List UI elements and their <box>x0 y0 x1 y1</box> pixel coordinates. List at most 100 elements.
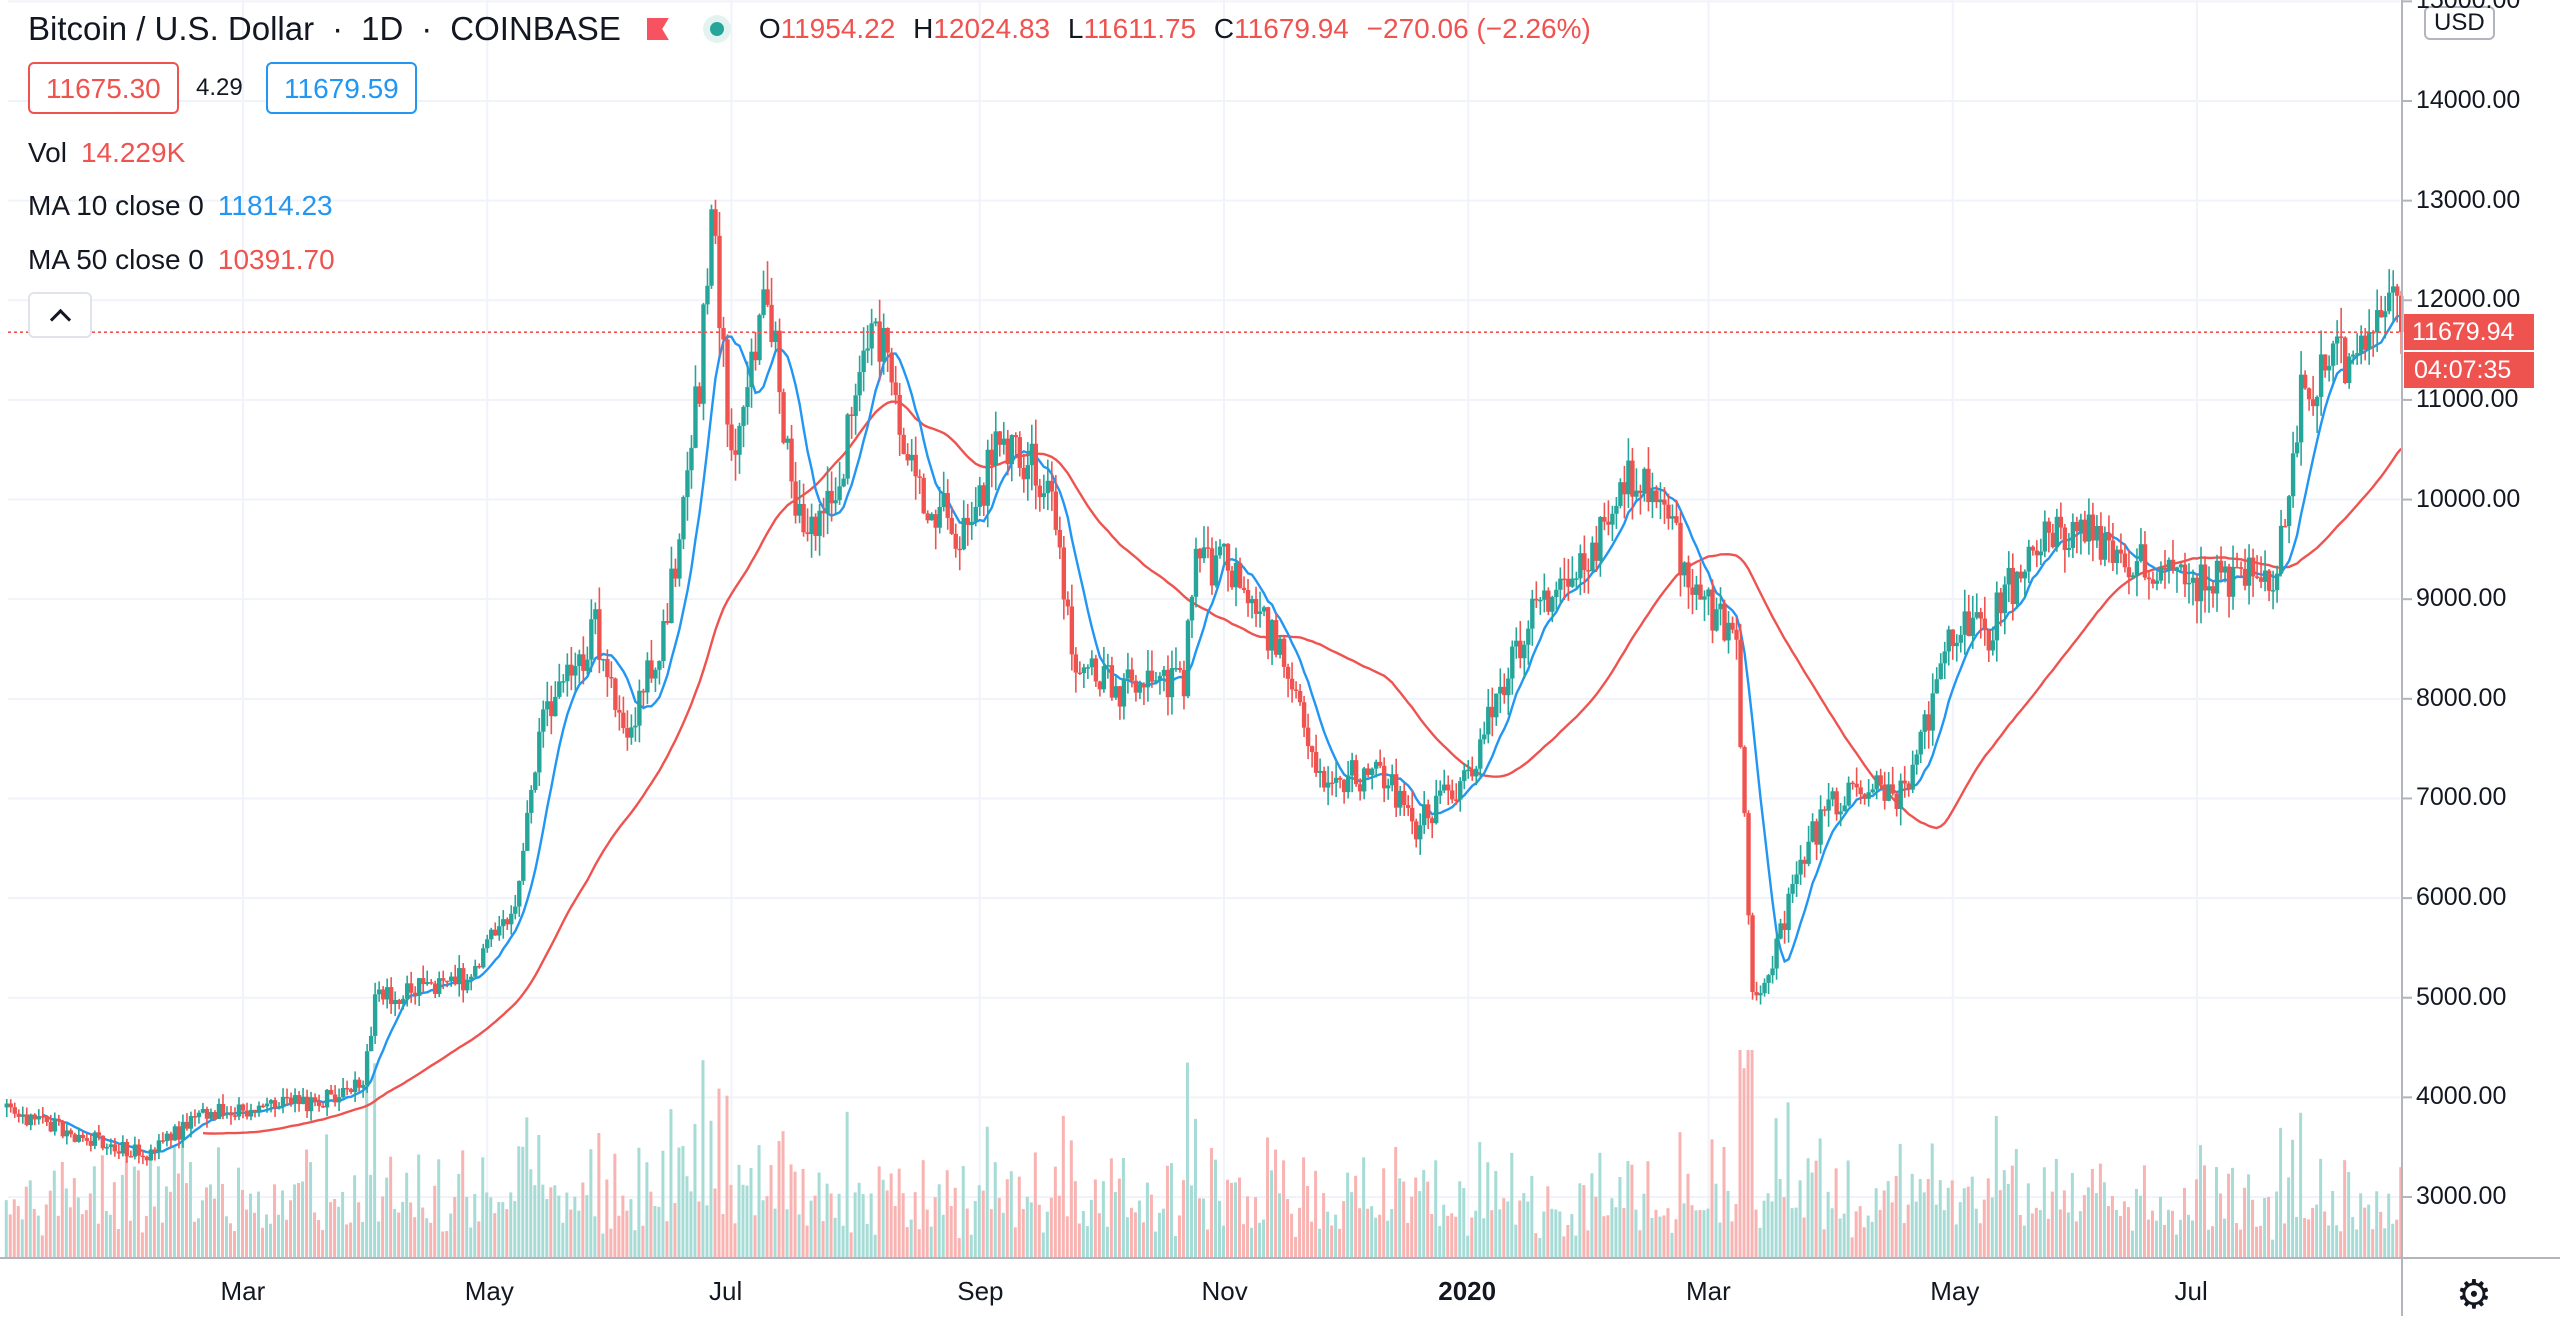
candle-body <box>901 434 906 455</box>
volume-bar <box>433 1185 437 1258</box>
candle-body <box>2134 561 2140 576</box>
candle-body <box>1722 603 1727 641</box>
candle-body <box>2182 564 2188 585</box>
candle-body <box>396 1000 402 1004</box>
candle-body <box>853 395 858 416</box>
candle-body <box>168 1133 174 1141</box>
interval-label[interactable]: 1D <box>361 10 404 47</box>
gear-icon[interactable]: ⚙ <box>2456 1273 2492 1317</box>
candle-body <box>1137 684 1143 693</box>
volume-bar <box>1410 1196 1414 1258</box>
candle-body <box>364 1051 370 1086</box>
candle-body <box>240 1104 246 1111</box>
volume-bar <box>1246 1196 1250 1258</box>
candle-body <box>1133 680 1139 693</box>
candle-body <box>741 406 746 426</box>
volume-bar <box>245 1209 249 1258</box>
candle-body <box>701 304 706 404</box>
candle-body <box>2074 521 2080 532</box>
candle-body <box>1798 859 1803 875</box>
volume-bar <box>2303 1218 2307 1258</box>
volume-bar <box>124 1147 128 1258</box>
symbol-title[interactable]: Bitcoin / U.S. Dollar <box>28 10 315 47</box>
candle-body <box>1682 562 1687 576</box>
volume-bar <box>1946 1187 1950 1258</box>
volume-bar <box>1354 1175 1358 1258</box>
candle-body <box>260 1105 266 1108</box>
volume-bar <box>1394 1147 1398 1258</box>
volume-bar <box>112 1182 116 1258</box>
candle-body <box>697 386 702 404</box>
candle-body <box>1446 784 1451 791</box>
candle-body <box>1177 667 1183 671</box>
volume-bar <box>144 1215 148 1258</box>
candle-body <box>1153 680 1159 682</box>
volume-bar <box>100 1155 104 1258</box>
volume-bar <box>1750 1050 1754 1258</box>
volume-bar <box>1666 1208 1670 1258</box>
volume-bar <box>1650 1217 1654 1258</box>
candle-body <box>1121 678 1127 707</box>
volume-bar <box>917 1229 921 1258</box>
candle-body <box>937 507 942 528</box>
candle-body <box>1105 665 1111 667</box>
candle-body <box>477 965 482 968</box>
candle-body <box>2270 590 2276 592</box>
volume-bar <box>2066 1212 2070 1258</box>
candle-body <box>1454 799 1459 801</box>
bid-price-button[interactable]: 11675.30 <box>28 62 179 114</box>
volume-bar <box>317 1220 321 1258</box>
volume-bar <box>2122 1201 2126 1258</box>
volume-bar <box>481 1157 485 1258</box>
volume-bar <box>212 1198 216 1258</box>
currency-button[interactable]: USD <box>2424 6 2495 40</box>
volume-bar <box>1746 1050 1750 1258</box>
candle-body <box>1205 547 1211 549</box>
candle-body <box>1734 629 1739 640</box>
collapse-legend-button[interactable] <box>28 292 92 338</box>
volume-legend[interactable]: Vol 14.229K <box>28 137 185 169</box>
candle-body <box>1309 746 1315 752</box>
candle-body <box>2395 286 2400 296</box>
candle-body <box>1478 739 1483 769</box>
volume-bar <box>709 1120 713 1258</box>
volume-bar <box>1786 1102 1790 1258</box>
candle-body <box>793 481 798 516</box>
volume-bar <box>208 1184 212 1258</box>
volume-bar <box>477 1221 481 1258</box>
volume-bar <box>1201 1198 1205 1258</box>
volume-bar <box>509 1192 513 1258</box>
candle-body <box>605 659 610 678</box>
candle-body <box>617 709 622 713</box>
volume-bar <box>2339 1231 2343 1258</box>
candle-body <box>2162 567 2168 570</box>
ma50-legend[interactable]: MA 50 close 0 10391.70 <box>28 244 335 276</box>
volume-bar <box>2259 1225 2263 1258</box>
volume-bar <box>1113 1192 1117 1258</box>
volume-bar <box>637 1147 641 1258</box>
ask-price-button[interactable]: 11679.59 <box>266 62 417 114</box>
volume-bar <box>1061 1115 1065 1258</box>
candle-body <box>941 493 946 508</box>
flag-icon[interactable] <box>646 18 669 40</box>
candle-body <box>1618 482 1623 506</box>
candle-body <box>56 1118 62 1122</box>
volume-bar <box>749 1167 753 1258</box>
x-tick-label: 2020 <box>1438 1276 1497 1306</box>
y-tick-label: 8000.00 <box>2416 683 2507 712</box>
volume-bar <box>301 1181 305 1258</box>
volume-bar <box>1242 1224 1246 1258</box>
candle-body <box>725 339 730 425</box>
candle-body <box>1802 859 1807 864</box>
candle-body <box>196 1112 202 1118</box>
candle-body <box>1333 777 1339 783</box>
volume-bar <box>665 1221 669 1258</box>
candle-body <box>76 1134 82 1142</box>
candle-body <box>953 533 958 549</box>
ma10-legend[interactable]: MA 10 close 0 11814.23 <box>28 190 333 222</box>
candle-body <box>1225 543 1231 571</box>
candle-body <box>1245 590 1251 604</box>
candle-body <box>537 731 542 773</box>
candle-body <box>1958 634 1963 643</box>
